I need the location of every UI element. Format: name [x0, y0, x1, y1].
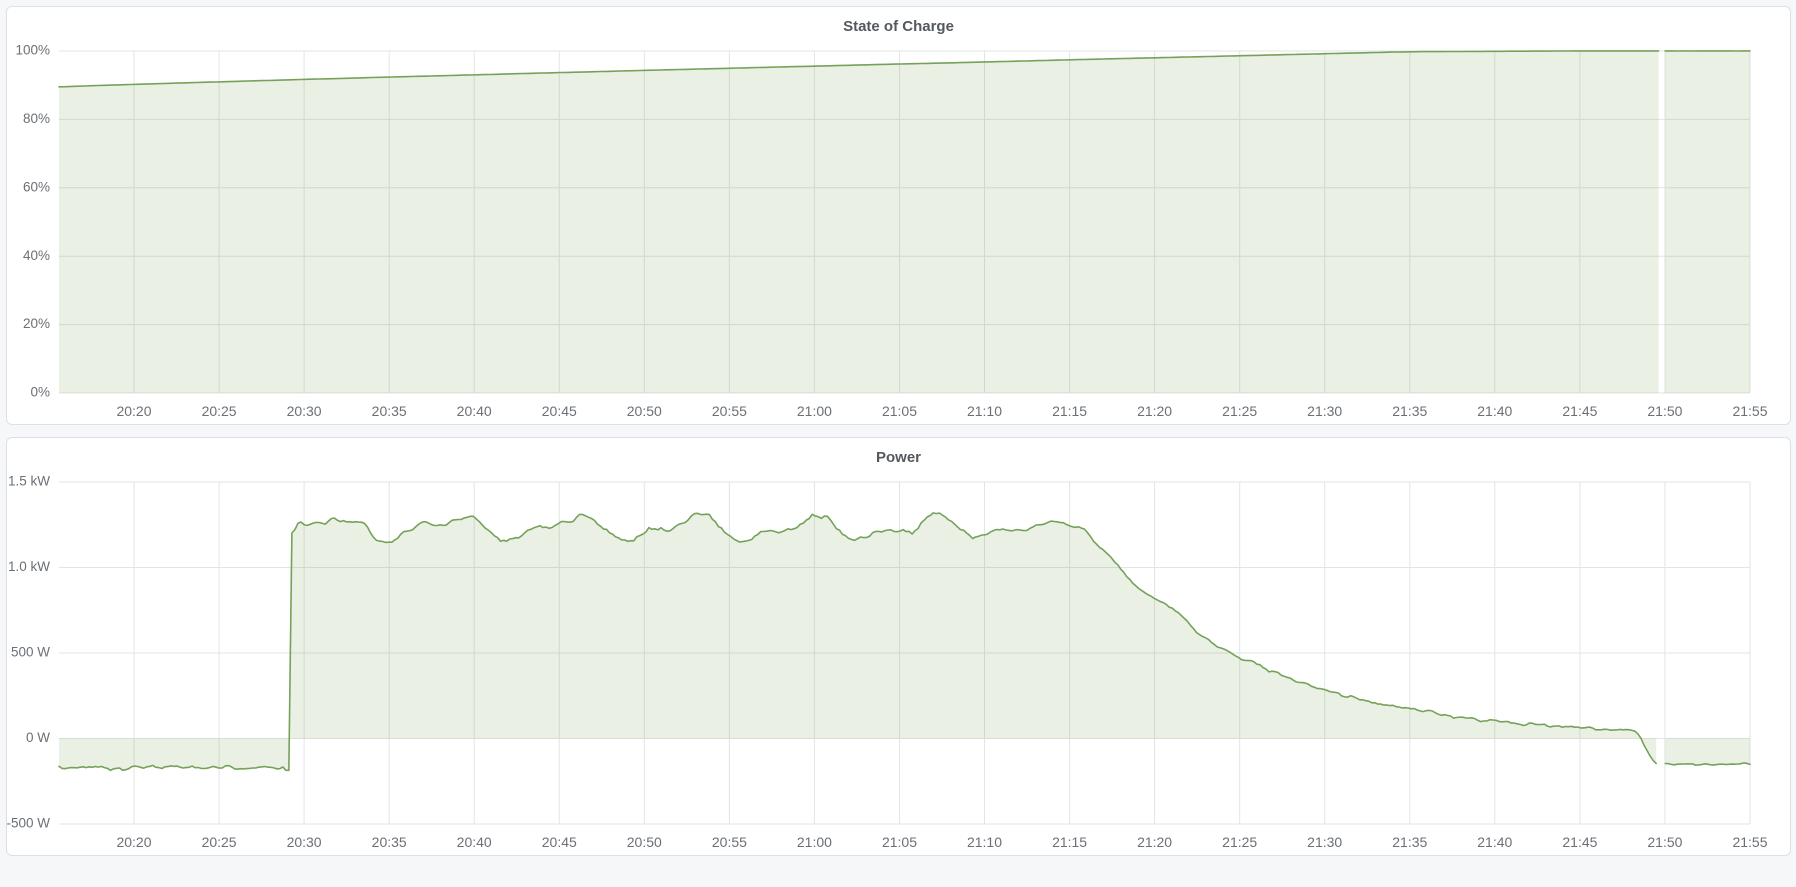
svg-text:21:35: 21:35	[1392, 834, 1427, 850]
svg-text:21:40: 21:40	[1477, 403, 1512, 419]
svg-text:20:25: 20:25	[202, 403, 237, 419]
svg-text:21:10: 21:10	[967, 834, 1002, 850]
svg-text:21:15: 21:15	[1052, 834, 1087, 850]
svg-text:21:55: 21:55	[1732, 403, 1767, 419]
svg-text:21:20: 21:20	[1137, 834, 1172, 850]
svg-text:1.0 kW: 1.0 kW	[8, 559, 50, 574]
svg-text:21:40: 21:40	[1477, 834, 1512, 850]
svg-text:20:20: 20:20	[116, 834, 151, 850]
svg-text:-500 W: -500 W	[7, 816, 50, 831]
svg-text:20:35: 20:35	[372, 403, 407, 419]
svg-text:21:25: 21:25	[1222, 403, 1257, 419]
svg-text:21:30: 21:30	[1307, 834, 1342, 850]
svg-text:21:50: 21:50	[1647, 834, 1682, 850]
svg-text:60%: 60%	[23, 179, 50, 194]
svg-text:0%: 0%	[30, 385, 50, 400]
svg-text:0 W: 0 W	[26, 730, 50, 745]
svg-text:21:55: 21:55	[1732, 834, 1767, 850]
svg-text:21:45: 21:45	[1562, 403, 1597, 419]
svg-text:21:25: 21:25	[1222, 834, 1257, 850]
svg-text:21:00: 21:00	[797, 403, 832, 419]
svg-text:21:05: 21:05	[882, 834, 917, 850]
svg-text:500 W: 500 W	[11, 645, 50, 660]
svg-text:20%: 20%	[23, 316, 50, 331]
svg-text:20:50: 20:50	[627, 834, 662, 850]
svg-text:21:50: 21:50	[1647, 403, 1682, 419]
svg-text:1.5 kW: 1.5 kW	[8, 474, 50, 489]
svg-text:20:50: 20:50	[627, 403, 662, 419]
svg-text:40%: 40%	[23, 248, 50, 263]
svg-text:20:25: 20:25	[202, 834, 237, 850]
svg-text:80%: 80%	[23, 111, 50, 126]
svg-text:21:05: 21:05	[882, 403, 917, 419]
svg-text:20:45: 20:45	[542, 834, 577, 850]
svg-text:20:30: 20:30	[287, 403, 322, 419]
svg-text:21:15: 21:15	[1052, 403, 1087, 419]
svg-text:20:20: 20:20	[116, 403, 151, 419]
svg-text:100%: 100%	[15, 43, 50, 58]
svg-text:20:40: 20:40	[457, 834, 492, 850]
svg-text:21:30: 21:30	[1307, 403, 1342, 419]
svg-text:20:40: 20:40	[457, 403, 492, 419]
svg-text:20:30: 20:30	[287, 834, 322, 850]
svg-text:20:45: 20:45	[542, 403, 577, 419]
svg-text:21:00: 21:00	[797, 834, 832, 850]
svg-text:20:55: 20:55	[712, 834, 747, 850]
svg-text:21:45: 21:45	[1562, 834, 1597, 850]
svg-text:21:20: 21:20	[1137, 403, 1172, 419]
svg-text:20:35: 20:35	[372, 834, 407, 850]
svg-text:21:35: 21:35	[1392, 403, 1427, 419]
svg-text:21:10: 21:10	[967, 403, 1002, 419]
svg-text:20:55: 20:55	[712, 403, 747, 419]
